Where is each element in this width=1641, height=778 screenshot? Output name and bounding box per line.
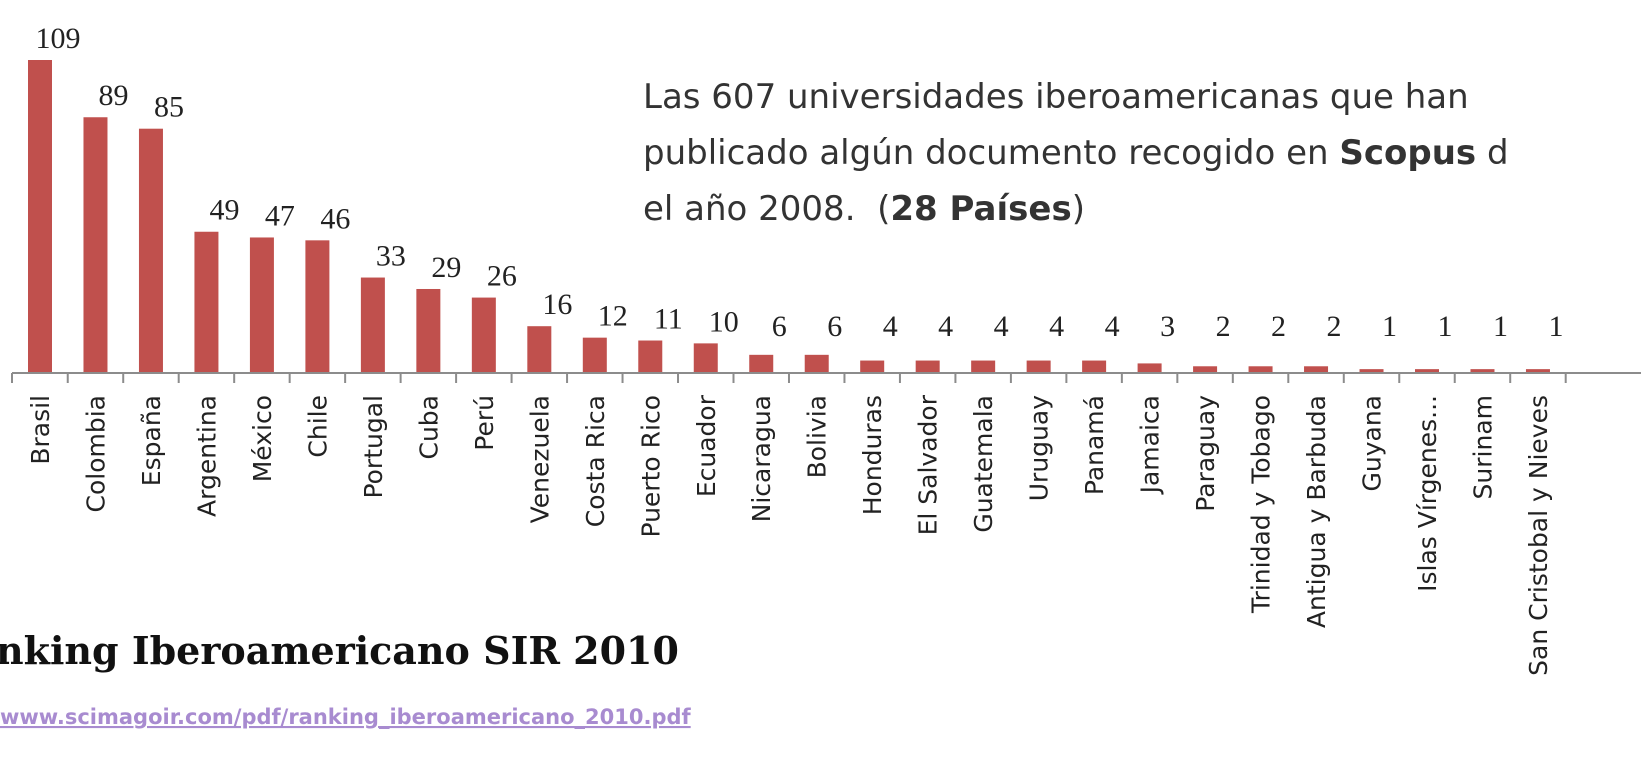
annotation: publicado algún documento recogido en Sc… bbox=[643, 133, 1509, 173]
bar bbox=[249, 237, 274, 372]
value-label: 10 bbox=[709, 305, 739, 338]
bar bbox=[1026, 360, 1051, 372]
value-label: 3 bbox=[1160, 310, 1175, 343]
bar bbox=[638, 340, 663, 372]
category-label: Chile bbox=[303, 395, 332, 458]
category-label: Nicaragua bbox=[747, 395, 776, 522]
category-label: Islas Vírgenes... bbox=[1413, 395, 1442, 592]
bar bbox=[749, 354, 774, 372]
category-label: Brasil bbox=[26, 395, 55, 465]
value-label: 89 bbox=[98, 79, 128, 112]
footer-title: nking Iberoamericano SIR 2010 bbox=[0, 628, 679, 673]
bar bbox=[1415, 369, 1439, 372]
category-label: Ecuador bbox=[692, 394, 721, 497]
value-label: 6 bbox=[827, 310, 842, 343]
category-label: España bbox=[137, 395, 166, 486]
value-label: 109 bbox=[36, 22, 81, 55]
category-label: Perú bbox=[470, 395, 499, 451]
value-label: 47 bbox=[265, 199, 295, 232]
category-label: Panamá bbox=[1080, 395, 1109, 495]
value-label: 12 bbox=[598, 300, 628, 333]
bar bbox=[1248, 366, 1273, 372]
value-label: 4 bbox=[1105, 310, 1120, 343]
category-label: Costa Rica bbox=[581, 395, 610, 527]
value-label: 2 bbox=[1216, 310, 1231, 343]
value-label: 85 bbox=[154, 91, 184, 124]
category-label: Trinidad y Tobago bbox=[1247, 395, 1276, 614]
category-label: México bbox=[248, 395, 277, 482]
bar bbox=[582, 337, 607, 372]
bar bbox=[1082, 360, 1107, 372]
bar bbox=[138, 128, 163, 372]
category-label: Portugal bbox=[359, 395, 388, 499]
value-label: 26 bbox=[487, 260, 517, 293]
value-label: 16 bbox=[542, 288, 572, 321]
bar bbox=[915, 360, 940, 372]
category-label: Honduras bbox=[858, 395, 887, 515]
bar bbox=[1525, 369, 1550, 372]
bar bbox=[471, 297, 496, 372]
value-label: 49 bbox=[209, 194, 239, 227]
bar bbox=[83, 117, 108, 372]
value-label: 1 bbox=[1438, 310, 1453, 343]
annotation-part: Scopus bbox=[1339, 133, 1476, 173]
bar bbox=[971, 360, 996, 372]
category-label: Puerto Rico bbox=[636, 395, 665, 538]
value-label: 1 bbox=[1382, 310, 1397, 343]
category-label: Cuba bbox=[414, 395, 443, 460]
category-label: Bolivia bbox=[803, 395, 832, 478]
category-label: Uruguay bbox=[1025, 395, 1054, 501]
category-label: Surinam bbox=[1468, 395, 1497, 499]
bar bbox=[804, 354, 829, 372]
value-label: 46 bbox=[320, 202, 350, 235]
annotation-part: d bbox=[1476, 133, 1508, 173]
category-label: Antigua y Barbuda bbox=[1302, 395, 1331, 628]
annotation-part: Las 607 universidades iberoamericanas qu… bbox=[643, 77, 1469, 117]
bar bbox=[416, 288, 441, 372]
bar bbox=[860, 360, 885, 372]
bar bbox=[1193, 366, 1218, 372]
value-label: 1 bbox=[1493, 310, 1508, 343]
footer-link[interactable]: www.scimagoir.com/pdf/ranking_iberoameri… bbox=[0, 705, 692, 729]
value-label: 4 bbox=[994, 310, 1009, 343]
category-label: Argentina bbox=[192, 395, 221, 517]
category-label: San Cristobal y Nieves bbox=[1524, 395, 1553, 676]
category-label: Paraguay bbox=[1191, 395, 1220, 512]
value-label: 4 bbox=[1049, 310, 1064, 343]
bar bbox=[360, 277, 385, 372]
category-label: Colombia bbox=[81, 395, 110, 512]
bar bbox=[305, 240, 330, 372]
value-label: 2 bbox=[1327, 310, 1342, 343]
category-label: Guatemala bbox=[969, 395, 998, 533]
category-label: Jamaica bbox=[1136, 395, 1165, 495]
bar bbox=[1137, 363, 1162, 372]
bar bbox=[527, 326, 552, 372]
category-label: El Salvador bbox=[914, 394, 943, 535]
value-label: 6 bbox=[772, 310, 787, 343]
value-label: 4 bbox=[938, 310, 953, 343]
bar bbox=[28, 60, 52, 372]
bar bbox=[693, 343, 718, 372]
bar bbox=[1304, 366, 1329, 372]
category-label: Guyana bbox=[1358, 395, 1387, 492]
value-label: 33 bbox=[376, 240, 406, 273]
value-label: 11 bbox=[654, 303, 683, 336]
annotation: Las 607 universidades iberoamericanas qu… bbox=[643, 77, 1469, 117]
category-label: Venezuela bbox=[525, 395, 554, 523]
value-label: 4 bbox=[883, 310, 898, 343]
value-label: 29 bbox=[431, 251, 461, 284]
annotation-part: ) bbox=[1072, 189, 1085, 229]
annotation-part: el año 2008. ( bbox=[643, 189, 890, 229]
value-label: 2 bbox=[1271, 310, 1286, 343]
annotation-part: publicado algún documento recogido en bbox=[643, 133, 1339, 173]
bar bbox=[1470, 369, 1495, 372]
bar bbox=[194, 231, 219, 372]
value-label: 1 bbox=[1548, 310, 1563, 343]
annotation: el año 2008. (28 Países) bbox=[643, 189, 1085, 229]
bar bbox=[1359, 369, 1384, 372]
annotation-part: 28 Países bbox=[890, 189, 1071, 229]
